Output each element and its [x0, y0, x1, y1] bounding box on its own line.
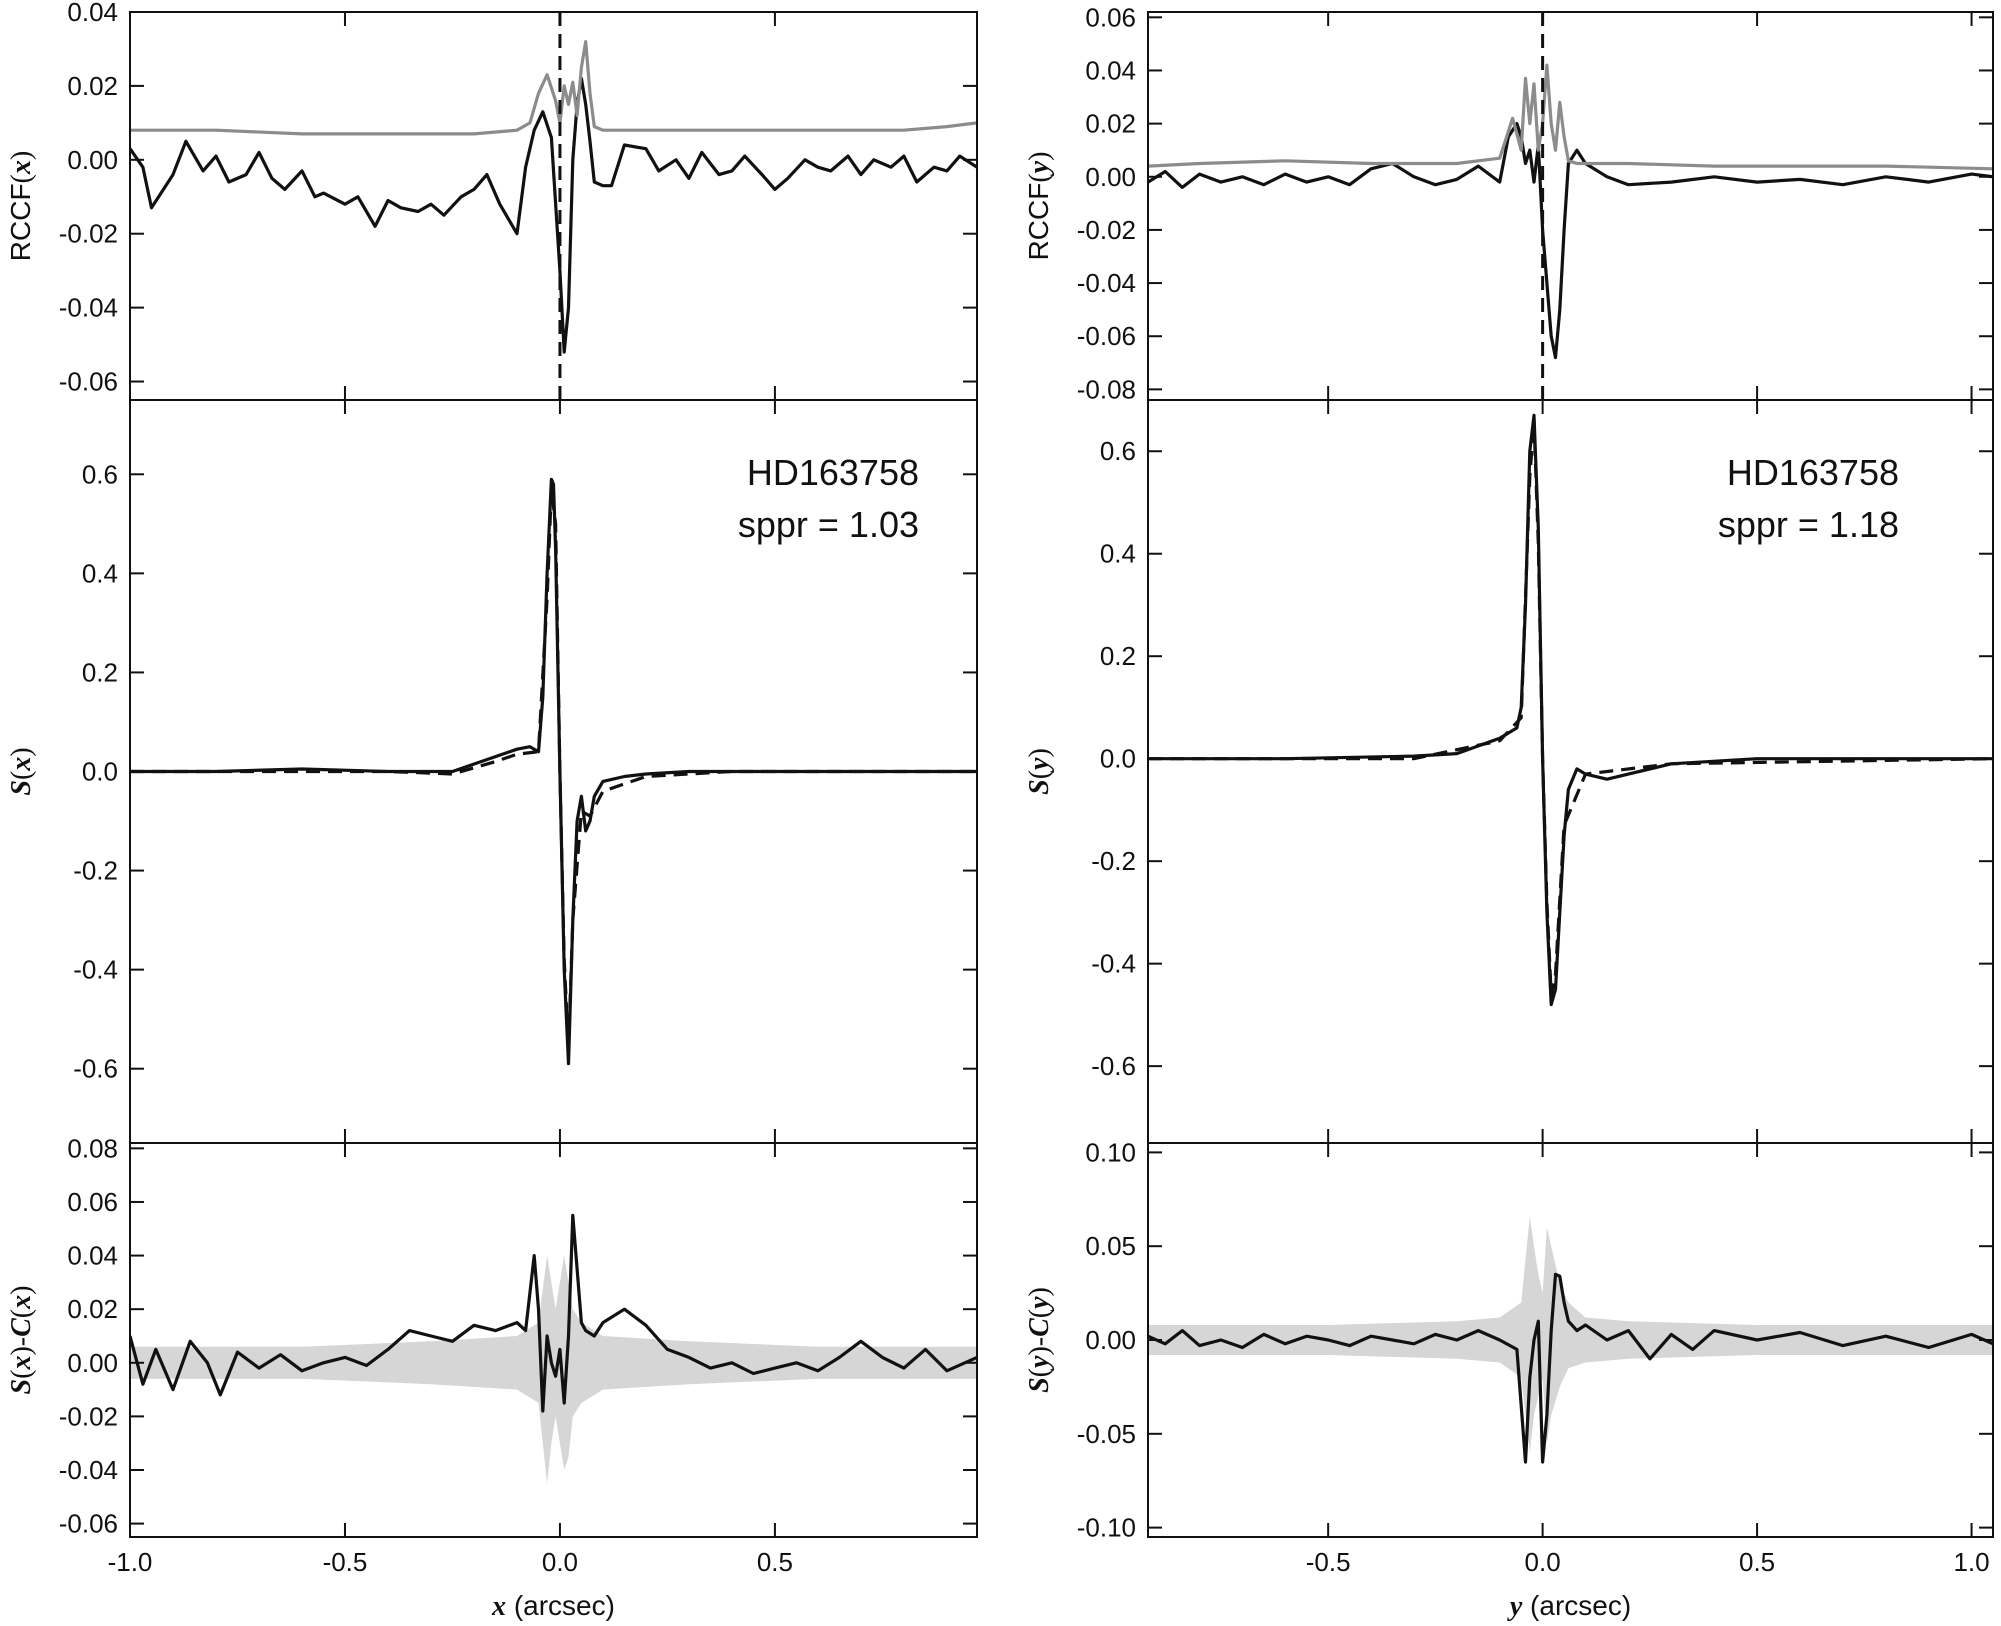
- y-tick-label: 0.00: [67, 1348, 118, 1378]
- y-axis-label: S(x)-C(x): [6, 1286, 37, 1395]
- left-middle-panel: 0.6 0.4 0.2 0.0 -0.2 -0.4 -0.6 S(x) HD163758 sppr…: [6, 399, 978, 1144]
- y-tick-label: 0.4: [1100, 539, 1136, 569]
- series-line-black-dashed: [130, 487, 977, 1051]
- y-tick-label: -0.6: [73, 1054, 118, 1084]
- y-tick-label: -0.02: [59, 1401, 118, 1431]
- x-tick-label: 1.0: [1953, 1547, 1989, 1577]
- plot-area: [1148, 12, 1993, 400]
- plot-area: [1148, 413, 1993, 1007]
- y-axis-label: RCCF(x): [5, 151, 37, 261]
- y-tick-label: -0.02: [1077, 215, 1136, 245]
- right-top-panel: 0.06 0.04 0.02 0.00 -0.02 -0.04 -0.06 -0.08 RCCF…: [1023, 2, 1994, 404]
- panel-annotation: HD163758: [1727, 452, 1899, 493]
- x-tick-label: -1.0: [108, 1547, 153, 1577]
- y-tick-label: 0.00: [1085, 162, 1136, 192]
- series-line-black: [130, 76, 977, 354]
- y-tick-label: 0.6: [82, 459, 118, 489]
- y-tick-label: 0.08: [67, 1133, 118, 1163]
- y-tick-label: 0.2: [82, 657, 118, 687]
- x-tick-label: -0.5: [1306, 1547, 1351, 1577]
- y-tick-label: 0.00: [1085, 1325, 1136, 1355]
- y-tick-label: 0.02: [67, 1294, 118, 1324]
- x-tick-label: -0.5: [323, 1547, 368, 1577]
- y-tick-label: 0.0: [82, 757, 118, 787]
- series-line-black: [1148, 1272, 1993, 1464]
- series-line-black: [130, 1213, 977, 1413]
- y-tick-label: -0.02: [59, 219, 118, 249]
- y-axis-label: RCCF(y): [1023, 152, 1055, 261]
- noise-band: [1148, 1216, 1993, 1453]
- y-tick-label: -0.2: [1091, 846, 1136, 876]
- panel-frame: [129, 1142, 978, 1538]
- y-tick-label: 0.4: [82, 558, 118, 588]
- y-tick-label: 0.05: [1085, 1231, 1136, 1261]
- y-tick-label: -0.06: [59, 1509, 118, 1539]
- y-tick-label: -0.05: [1077, 1419, 1136, 1449]
- y-tick-label: 0.0: [1100, 744, 1136, 774]
- y-tick-label: -0.10: [1077, 1513, 1136, 1543]
- y-tick-label: 0.02: [67, 71, 118, 101]
- y-tick-label: 0.04: [1085, 55, 1136, 85]
- y-tick-label: 0.02: [1085, 109, 1136, 139]
- y-tick-label: -0.4: [1091, 949, 1136, 979]
- left-top-panel: 0.04 0.02 0.00 -0.02 -0.04 -0.06 RCCF(x): [5, 0, 978, 401]
- x-axis-label: y (arcsec): [1507, 1590, 1631, 1622]
- x-axis-label: x (arcsec): [491, 1590, 615, 1622]
- y-tick-label: 0.2: [1100, 641, 1136, 671]
- panel-annotation: HD163758: [747, 452, 919, 493]
- left-bottom-panel: 0.08 0.06 0.04 0.02 0.00 -0.02 -0.04 -0.06 -1.0 -…: [6, 1133, 978, 1622]
- x-tick-label: 0.0: [1525, 1547, 1561, 1577]
- y-tick-label: -0.06: [1077, 321, 1136, 351]
- panel-annotation: sppr = 1.18: [1718, 504, 1899, 545]
- y-tick-label: 0.6: [1100, 436, 1136, 466]
- y-tick-label: -0.04: [59, 1455, 118, 1485]
- plot-area: [1148, 1216, 1993, 1464]
- plot-area: [130, 477, 977, 1066]
- y-axis-label: S(y)-C(y): [1024, 1287, 1055, 1393]
- y-tick-label: -0.2: [73, 856, 118, 886]
- series-line-black-dashed: [1148, 418, 1993, 996]
- y-tick-label: 0.04: [67, 0, 118, 27]
- right-bottom-panel: 0.10 0.05 0.00 -0.05 -0.10 -0.5 0.0 0.5 1.0 S(y)-…: [1024, 1137, 1994, 1622]
- panel-annotation: sppr = 1.03: [738, 504, 919, 545]
- x-tick-label: 0.5: [757, 1547, 793, 1577]
- x-tick-label: 0.0: [542, 1547, 578, 1577]
- y-axis-label: S(x): [6, 747, 37, 795]
- series-line-gray: [130, 40, 977, 136]
- panel-frame: [1147, 11, 1994, 401]
- y-tick-label: -0.08: [1077, 374, 1136, 404]
- y-tick-label: 0.06: [1085, 2, 1136, 32]
- y-tick-label: -0.6: [1091, 1051, 1136, 1081]
- panel-frame: [129, 11, 978, 401]
- y-tick-label: -0.4: [73, 955, 118, 985]
- y-tick-label: 0.10: [1085, 1137, 1136, 1167]
- right-middle-panel: 0.6 0.4 0.2 0.0 -0.2 -0.4 -0.6 S(y) HD163758 sppr…: [1024, 399, 1994, 1144]
- y-axis-label: S(y): [1024, 748, 1055, 795]
- plot-area: [130, 1213, 977, 1484]
- y-tick-label: 0.00: [67, 145, 118, 175]
- series-line-black: [1148, 122, 1993, 360]
- plot-area: [130, 12, 977, 400]
- y-tick-label: -0.04: [1077, 268, 1136, 298]
- series-line-gray: [1148, 63, 1993, 171]
- y-tick-label: -0.06: [59, 367, 118, 397]
- y-tick-label: 0.06: [67, 1187, 118, 1217]
- y-tick-label: 0.04: [67, 1241, 118, 1271]
- x-tick-label: 0.5: [1739, 1547, 1775, 1577]
- y-tick-label: -0.04: [59, 293, 118, 323]
